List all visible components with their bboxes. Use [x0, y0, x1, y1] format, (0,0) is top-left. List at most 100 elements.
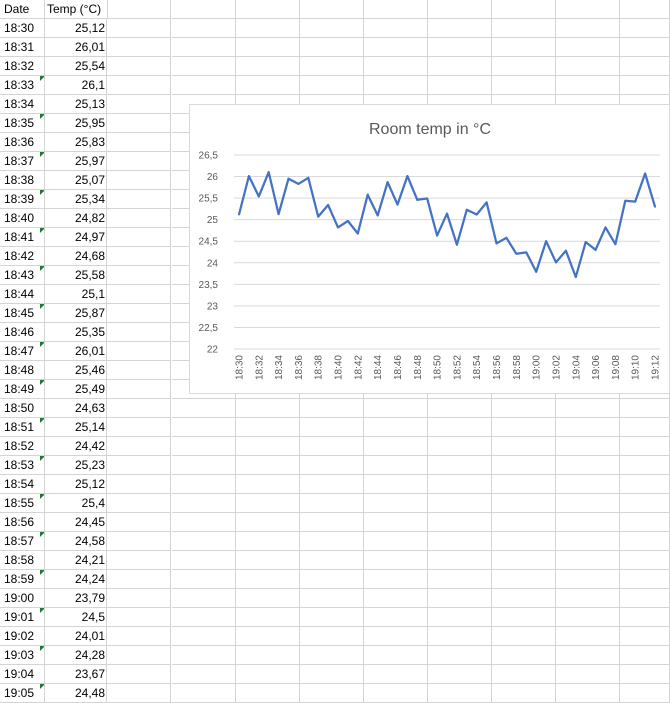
- empty-cell[interactable]: [172, 57, 236, 76]
- temp-cell[interactable]: 25,4: [45, 494, 107, 513]
- empty-cell[interactable]: [236, 0, 300, 19]
- empty-cell[interactable]: [236, 589, 300, 608]
- data-point[interactable]: [574, 276, 577, 279]
- empty-cell[interactable]: [492, 456, 556, 475]
- date-cell[interactable]: 18:49: [0, 380, 45, 399]
- date-cell[interactable]: 18:41: [0, 228, 45, 247]
- empty-cell[interactable]: [107, 190, 171, 209]
- empty-cell[interactable]: [364, 437, 428, 456]
- empty-cell[interactable]: [492, 513, 556, 532]
- temp-cell[interactable]: 25,23: [45, 456, 107, 475]
- date-cell[interactable]: 19:05: [0, 684, 45, 703]
- empty-cell[interactable]: [107, 399, 171, 418]
- empty-cell[interactable]: [428, 513, 492, 532]
- empty-cell[interactable]: [236, 532, 300, 551]
- empty-cell[interactable]: [107, 361, 171, 380]
- empty-cell[interactable]: [172, 608, 236, 627]
- number-as-text-flag-icon[interactable]: [40, 494, 45, 499]
- temp-cell[interactable]: 24,42: [45, 437, 107, 456]
- empty-cell[interactable]: [236, 684, 300, 703]
- empty-cell[interactable]: [172, 76, 236, 95]
- empty-cell[interactable]: [300, 684, 364, 703]
- empty-cell[interactable]: [107, 323, 171, 342]
- data-point[interactable]: [396, 203, 399, 206]
- empty-cell[interactable]: [107, 380, 171, 399]
- empty-cell[interactable]: [428, 57, 492, 76]
- empty-cell[interactable]: [428, 494, 492, 513]
- empty-cell[interactable]: [364, 627, 428, 646]
- empty-cell[interactable]: [556, 589, 620, 608]
- temp-cell[interactable]: 25,35: [45, 323, 107, 342]
- empty-cell[interactable]: [107, 475, 171, 494]
- temp-cell[interactable]: 24,63: [45, 399, 107, 418]
- empty-cell[interactable]: [556, 19, 620, 38]
- empty-cell[interactable]: [236, 627, 300, 646]
- empty-cell[interactable]: [492, 627, 556, 646]
- empty-cell[interactable]: [492, 418, 556, 437]
- empty-cell[interactable]: [107, 19, 171, 38]
- data-point[interactable]: [654, 205, 657, 208]
- temp-cell[interactable]: 25,87: [45, 304, 107, 323]
- empty-cell[interactable]: [172, 570, 236, 589]
- date-cell[interactable]: 18:33: [0, 76, 45, 95]
- empty-cell[interactable]: [107, 494, 171, 513]
- empty-cell[interactable]: [300, 494, 364, 513]
- data-point[interactable]: [277, 213, 280, 216]
- empty-cell[interactable]: [107, 95, 171, 114]
- empty-cell[interactable]: [364, 19, 428, 38]
- empty-cell[interactable]: [364, 513, 428, 532]
- empty-cell[interactable]: [236, 646, 300, 665]
- empty-cell[interactable]: [620, 456, 670, 475]
- temp-cell[interactable]: 25,34: [45, 190, 107, 209]
- number-as-text-flag-icon[interactable]: [40, 228, 45, 233]
- empty-cell[interactable]: [300, 19, 364, 38]
- data-point[interactable]: [337, 226, 340, 229]
- date-cell[interactable]: 18:52: [0, 437, 45, 456]
- empty-cell[interactable]: [107, 304, 171, 323]
- empty-cell[interactable]: [364, 589, 428, 608]
- empty-cell[interactable]: [364, 38, 428, 57]
- empty-cell[interactable]: [172, 19, 236, 38]
- temp-cell[interactable]: 23,79: [45, 589, 107, 608]
- empty-cell[interactable]: [492, 76, 556, 95]
- data-point[interactable]: [426, 197, 429, 200]
- empty-cell[interactable]: [172, 399, 236, 418]
- empty-cell[interactable]: [300, 76, 364, 95]
- empty-cell[interactable]: [107, 247, 171, 266]
- empty-cell[interactable]: [364, 608, 428, 627]
- date-cell[interactable]: 18:30: [0, 19, 45, 38]
- date-cell[interactable]: 18:44: [0, 285, 45, 304]
- empty-cell[interactable]: [107, 266, 171, 285]
- empty-cell[interactable]: [236, 76, 300, 95]
- empty-cell[interactable]: [556, 399, 620, 418]
- number-as-text-flag-icon[interactable]: [40, 152, 45, 157]
- data-point[interactable]: [485, 201, 488, 204]
- temp-cell[interactable]: 24,97: [45, 228, 107, 247]
- empty-cell[interactable]: [620, 19, 670, 38]
- data-point[interactable]: [525, 251, 528, 254]
- empty-cell[interactable]: [364, 494, 428, 513]
- data-point[interactable]: [346, 219, 349, 222]
- empty-cell[interactable]: [492, 57, 556, 76]
- empty-cell[interactable]: [107, 589, 171, 608]
- empty-cell[interactable]: [620, 399, 670, 418]
- empty-cell[interactable]: [300, 589, 364, 608]
- empty-cell[interactable]: [620, 513, 670, 532]
- empty-cell[interactable]: [620, 494, 670, 513]
- empty-cell[interactable]: [556, 551, 620, 570]
- empty-cell[interactable]: [300, 551, 364, 570]
- data-point[interactable]: [495, 242, 498, 245]
- line-chart[interactable]: Room temp in °C 22 22,5 23 23,5 24 24,5 25 25,5…: [189, 104, 670, 394]
- empty-cell[interactable]: [300, 665, 364, 684]
- empty-cell[interactable]: [428, 418, 492, 437]
- empty-cell[interactable]: [364, 418, 428, 437]
- empty-cell[interactable]: [620, 418, 670, 437]
- date-cell[interactable]: 18:50: [0, 399, 45, 418]
- data-point[interactable]: [327, 204, 330, 207]
- empty-cell[interactable]: [172, 456, 236, 475]
- empty-cell[interactable]: [364, 684, 428, 703]
- temp-cell[interactable]: 25,13: [45, 95, 107, 114]
- empty-cell[interactable]: [107, 114, 171, 133]
- temp-cell[interactable]: 25,07: [45, 171, 107, 190]
- empty-cell[interactable]: [107, 76, 171, 95]
